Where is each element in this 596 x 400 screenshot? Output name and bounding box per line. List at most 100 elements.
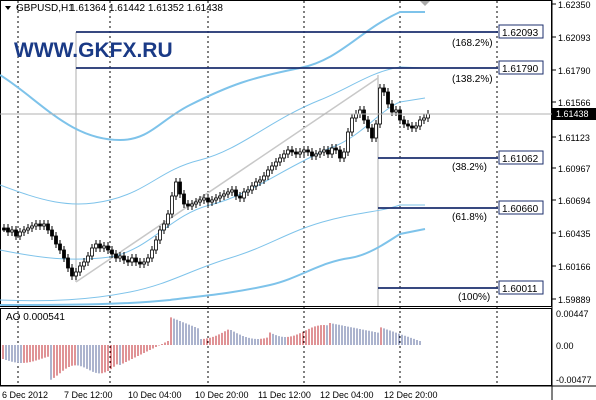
price-axis-label: 1.62350 (558, 0, 591, 10)
candle-body (182, 193, 186, 205)
fib-price-box (498, 150, 544, 165)
candle-body (322, 149, 326, 153)
candle-body (406, 123, 410, 127)
candle-body (350, 117, 354, 133)
candle-body (258, 179, 262, 183)
price-axis-label: 1.61790 (558, 66, 591, 76)
candle-body (122, 255, 126, 261)
candle-body (346, 131, 350, 153)
candle-body (378, 87, 382, 125)
candle-body (90, 247, 94, 257)
price-axis-label: 1.61123 (558, 133, 590, 143)
candle-body (70, 267, 74, 277)
candle-body (230, 189, 234, 193)
candle-body (18, 231, 22, 237)
candle-body (30, 225, 34, 229)
fib-price: 1.60011 (502, 284, 538, 295)
candle-body (86, 255, 90, 263)
band-line (0, 66, 426, 205)
candle-body (262, 175, 266, 181)
candle-body (250, 185, 254, 191)
current-price-value: 1.61438 (556, 109, 589, 119)
candle-body (190, 203, 194, 207)
price-axis-label: 1.59889 (558, 295, 591, 305)
candle-body (234, 189, 238, 197)
chart-shift-marker-icon[interactable] (420, 1, 430, 6)
candle-body (394, 109, 398, 113)
candle-body (98, 243, 102, 249)
chevron-down-icon[interactable] (5, 6, 11, 10)
fib-price: 1.61062 (502, 154, 539, 165)
time-axis-label: 10 Dec 04:00 (128, 390, 182, 400)
candle-body (130, 257, 134, 263)
candle-body (42, 223, 46, 227)
fib-price-box (498, 60, 544, 75)
indicator-axis-bottom: -0.00477 (556, 375, 592, 385)
time-axis-label: 7 Dec 12:00 (64, 390, 113, 400)
candle-body (254, 181, 258, 187)
candle-body (166, 213, 170, 225)
candle-body (370, 127, 374, 139)
band-line (0, 11, 425, 142)
candle-body (242, 191, 246, 199)
fib-percent: (61.8%) (452, 212, 487, 223)
price-axis-label: 1.60967 (558, 164, 591, 174)
candle-body (314, 153, 318, 157)
candle-body (342, 151, 346, 159)
time-axis: 6 Dec 2012 7 Dec 12:00 10 Dec 04:00 10 Dec … (2, 390, 438, 400)
candle-body (246, 189, 250, 193)
band-line (0, 204, 425, 302)
candle-body (146, 257, 150, 263)
candle-body (198, 199, 202, 203)
candle-body (338, 149, 342, 159)
candle-body (318, 151, 322, 155)
candle-body (390, 103, 394, 113)
candle-body (282, 153, 286, 159)
symbol-label: GBPUSD,H1 (16, 3, 74, 14)
fib-percent: (168.2%) (452, 38, 493, 49)
candle-body (62, 249, 66, 259)
candle-body (34, 223, 38, 227)
candle-body (222, 193, 226, 197)
candle-body (82, 261, 86, 267)
candle-body (326, 149, 330, 155)
candle-body (66, 257, 70, 269)
fib-price-box (498, 200, 544, 215)
candle-body (154, 239, 158, 251)
candle-body (46, 223, 50, 231)
candle-body (366, 119, 370, 129)
candle-body (22, 229, 26, 233)
candle-body (410, 125, 414, 129)
candle-body (118, 255, 122, 259)
price-axis-label: 1.60694 (558, 196, 591, 206)
candle-body (426, 113, 430, 119)
fib-percent: (138.2%) (452, 74, 493, 85)
price-axis-label: 1.62093 (558, 33, 591, 43)
candle-body (334, 147, 338, 151)
current-price-tag (552, 108, 596, 120)
candle-body (210, 199, 214, 203)
fib-price-box (498, 24, 544, 39)
indicator-axis-zero: 0.00 (556, 341, 574, 351)
candle-body (310, 151, 314, 157)
time-axis-label: 12 Dec 20:00 (384, 390, 438, 400)
candle-body (102, 245, 106, 249)
price-axis-label: 1.60166 (558, 262, 591, 272)
vertical-grid (17, 1, 498, 386)
ohlc-values: 1.61364 1.61442 1.61352 1.61438 (70, 3, 223, 14)
watermark: WWW.GKFX.RU (14, 39, 173, 62)
candle-body (354, 113, 358, 119)
candle-body (158, 229, 162, 241)
candle-body (374, 123, 378, 139)
candle-body (78, 265, 82, 273)
indicator-label: AO 0.000541 (6, 312, 65, 323)
candle-body (94, 243, 98, 249)
fib-percent: (38.2%) (452, 162, 487, 173)
candle-body (110, 249, 114, 255)
candle-body (26, 227, 30, 231)
candle-body (386, 91, 390, 105)
price-axis-label: 1.61566 (558, 98, 591, 108)
candle-body (38, 223, 42, 227)
candle-body (14, 229, 18, 237)
